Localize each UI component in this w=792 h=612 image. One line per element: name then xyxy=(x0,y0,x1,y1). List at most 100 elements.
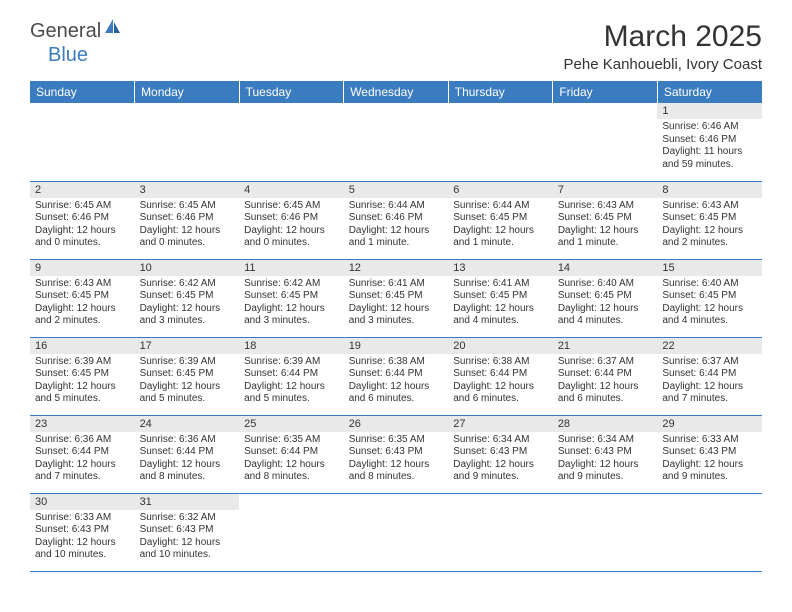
weekday-header: Monday xyxy=(135,81,240,103)
daylight-text: Daylight: 12 hours and 2 minutes. xyxy=(35,303,130,328)
day-number: 10 xyxy=(135,260,240,276)
day-info: Sunrise: 6:39 AMSunset: 6:44 PMDaylight:… xyxy=(239,354,344,410)
sunset-text: Sunset: 6:46 PM xyxy=(349,212,444,225)
day-info: Sunrise: 6:41 AMSunset: 6:45 PMDaylight:… xyxy=(448,276,553,332)
sunrise-text: Sunrise: 6:45 AM xyxy=(140,200,235,213)
sunrise-text: Sunrise: 6:45 AM xyxy=(244,200,339,213)
calendar-cell: 18Sunrise: 6:39 AMSunset: 6:44 PMDayligh… xyxy=(239,337,344,415)
day-info: Sunrise: 6:38 AMSunset: 6:44 PMDaylight:… xyxy=(344,354,449,410)
day-info: Sunrise: 6:35 AMSunset: 6:44 PMDaylight:… xyxy=(239,432,344,488)
daylight-text: Daylight: 12 hours and 0 minutes. xyxy=(35,225,130,250)
day-number: 24 xyxy=(135,416,240,432)
sunset-text: Sunset: 6:45 PM xyxy=(453,212,548,225)
calendar-cell: 26Sunrise: 6:35 AMSunset: 6:43 PMDayligh… xyxy=(344,415,449,493)
sunrise-text: Sunrise: 6:39 AM xyxy=(140,356,235,369)
day-number: 21 xyxy=(553,338,658,354)
day-info: Sunrise: 6:37 AMSunset: 6:44 PMDaylight:… xyxy=(657,354,762,410)
daylight-text: Daylight: 12 hours and 3 minutes. xyxy=(349,303,444,328)
day-number: 1 xyxy=(657,103,762,119)
sunrise-text: Sunrise: 6:34 AM xyxy=(558,434,653,447)
location-label: Pehe Kanhouebli, Ivory Coast xyxy=(564,56,762,73)
daylight-text: Daylight: 12 hours and 1 minute. xyxy=(453,225,548,250)
day-number: 9 xyxy=(30,260,135,276)
page-header: General March 2025 Pehe Kanhouebli, Ivor… xyxy=(30,20,762,73)
sunrise-text: Sunrise: 6:38 AM xyxy=(349,356,444,369)
calendar-cell xyxy=(553,493,658,571)
sunset-text: Sunset: 6:43 PM xyxy=(558,446,653,459)
day-info: Sunrise: 6:35 AMSunset: 6:43 PMDaylight:… xyxy=(344,432,449,488)
calendar-cell: 17Sunrise: 6:39 AMSunset: 6:45 PMDayligh… xyxy=(135,337,240,415)
day-info: Sunrise: 6:34 AMSunset: 6:43 PMDaylight:… xyxy=(553,432,658,488)
sunrise-text: Sunrise: 6:37 AM xyxy=(558,356,653,369)
sunrise-text: Sunrise: 6:43 AM xyxy=(558,200,653,213)
day-info: Sunrise: 6:41 AMSunset: 6:45 PMDaylight:… xyxy=(344,276,449,332)
day-number: 14 xyxy=(553,260,658,276)
day-info: Sunrise: 6:45 AMSunset: 6:46 PMDaylight:… xyxy=(239,198,344,254)
sunrise-text: Sunrise: 6:41 AM xyxy=(349,278,444,291)
day-info: Sunrise: 6:37 AMSunset: 6:44 PMDaylight:… xyxy=(553,354,658,410)
month-title: March 2025 xyxy=(564,20,762,54)
daylight-text: Daylight: 12 hours and 7 minutes. xyxy=(662,381,757,406)
day-info: Sunrise: 6:46 AMSunset: 6:46 PMDaylight:… xyxy=(657,119,762,175)
calendar-cell: 21Sunrise: 6:37 AMSunset: 6:44 PMDayligh… xyxy=(553,337,658,415)
sunrise-text: Sunrise: 6:42 AM xyxy=(140,278,235,291)
day-info: Sunrise: 6:40 AMSunset: 6:45 PMDaylight:… xyxy=(657,276,762,332)
sunset-text: Sunset: 6:43 PM xyxy=(140,524,235,537)
day-info: Sunrise: 6:44 AMSunset: 6:45 PMDaylight:… xyxy=(448,198,553,254)
day-info: Sunrise: 6:43 AMSunset: 6:45 PMDaylight:… xyxy=(657,198,762,254)
sunset-text: Sunset: 6:45 PM xyxy=(662,212,757,225)
daylight-text: Daylight: 12 hours and 3 minutes. xyxy=(244,303,339,328)
daylight-text: Daylight: 12 hours and 4 minutes. xyxy=(453,303,548,328)
calendar-cell: 3Sunrise: 6:45 AMSunset: 6:46 PMDaylight… xyxy=(135,181,240,259)
calendar-cell: 30Sunrise: 6:33 AMSunset: 6:43 PMDayligh… xyxy=(30,493,135,571)
calendar-cell xyxy=(657,493,762,571)
sunrise-text: Sunrise: 6:40 AM xyxy=(662,278,757,291)
calendar-cell xyxy=(448,493,553,571)
calendar-cell xyxy=(448,103,553,181)
sunrise-text: Sunrise: 6:35 AM xyxy=(244,434,339,447)
daylight-text: Daylight: 12 hours and 10 minutes. xyxy=(140,537,235,562)
sunset-text: Sunset: 6:43 PM xyxy=(662,446,757,459)
day-number: 16 xyxy=(30,338,135,354)
day-info: Sunrise: 6:36 AMSunset: 6:44 PMDaylight:… xyxy=(30,432,135,488)
sunrise-text: Sunrise: 6:43 AM xyxy=(35,278,130,291)
brand-part1: General xyxy=(30,20,101,43)
sunset-text: Sunset: 6:45 PM xyxy=(558,290,653,303)
sunset-text: Sunset: 6:44 PM xyxy=(662,368,757,381)
calendar-cell: 11Sunrise: 6:42 AMSunset: 6:45 PMDayligh… xyxy=(239,259,344,337)
calendar-cell: 1Sunrise: 6:46 AMSunset: 6:46 PMDaylight… xyxy=(657,103,762,181)
day-info: Sunrise: 6:43 AMSunset: 6:45 PMDaylight:… xyxy=(553,198,658,254)
calendar-cell: 12Sunrise: 6:41 AMSunset: 6:45 PMDayligh… xyxy=(344,259,449,337)
sunrise-text: Sunrise: 6:36 AM xyxy=(140,434,235,447)
sunrise-text: Sunrise: 6:45 AM xyxy=(35,200,130,213)
day-number: 6 xyxy=(448,182,553,198)
daylight-text: Daylight: 12 hours and 3 minutes. xyxy=(140,303,235,328)
sunset-text: Sunset: 6:45 PM xyxy=(662,290,757,303)
sunrise-text: Sunrise: 6:34 AM xyxy=(453,434,548,447)
day-number: 13 xyxy=(448,260,553,276)
sail-icon xyxy=(101,20,123,43)
day-number: 5 xyxy=(344,182,449,198)
calendar-cell: 16Sunrise: 6:39 AMSunset: 6:45 PMDayligh… xyxy=(30,337,135,415)
sunrise-text: Sunrise: 6:33 AM xyxy=(662,434,757,447)
daylight-text: Daylight: 12 hours and 6 minutes. xyxy=(349,381,444,406)
sunset-text: Sunset: 6:45 PM xyxy=(140,290,235,303)
day-info: Sunrise: 6:33 AMSunset: 6:43 PMDaylight:… xyxy=(30,510,135,566)
sunrise-text: Sunrise: 6:39 AM xyxy=(35,356,130,369)
calendar-week-row: 23Sunrise: 6:36 AMSunset: 6:44 PMDayligh… xyxy=(30,415,762,493)
daylight-text: Daylight: 12 hours and 5 minutes. xyxy=(244,381,339,406)
calendar-cell: 23Sunrise: 6:36 AMSunset: 6:44 PMDayligh… xyxy=(30,415,135,493)
day-info: Sunrise: 6:36 AMSunset: 6:44 PMDaylight:… xyxy=(135,432,240,488)
calendar-cell: 7Sunrise: 6:43 AMSunset: 6:45 PMDaylight… xyxy=(553,181,658,259)
sunrise-text: Sunrise: 6:44 AM xyxy=(349,200,444,213)
calendar-cell: 9Sunrise: 6:43 AMSunset: 6:45 PMDaylight… xyxy=(30,259,135,337)
calendar-week-row: 2Sunrise: 6:45 AMSunset: 6:46 PMDaylight… xyxy=(30,181,762,259)
calendar-cell xyxy=(344,103,449,181)
sunset-text: Sunset: 6:44 PM xyxy=(35,446,130,459)
calendar-cell xyxy=(553,103,658,181)
calendar-cell: 13Sunrise: 6:41 AMSunset: 6:45 PMDayligh… xyxy=(448,259,553,337)
daylight-text: Daylight: 12 hours and 9 minutes. xyxy=(662,459,757,484)
daylight-text: Daylight: 12 hours and 5 minutes. xyxy=(140,381,235,406)
daylight-text: Daylight: 12 hours and 10 minutes. xyxy=(35,537,130,562)
calendar-cell: 25Sunrise: 6:35 AMSunset: 6:44 PMDayligh… xyxy=(239,415,344,493)
